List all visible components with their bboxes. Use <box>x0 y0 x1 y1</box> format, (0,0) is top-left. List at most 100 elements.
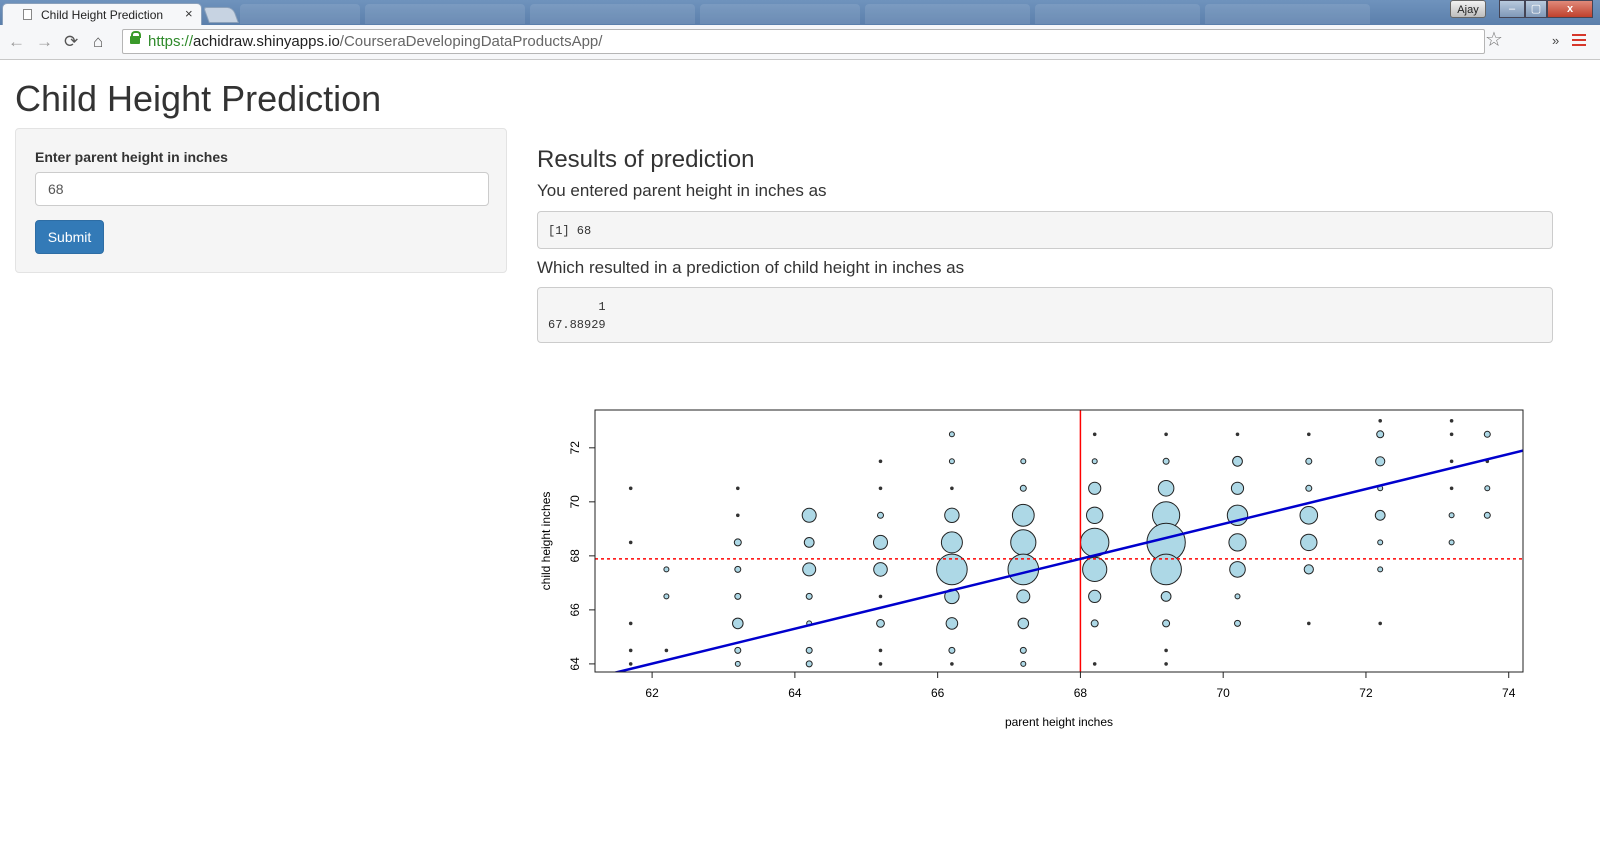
data-point <box>628 662 633 666</box>
minimize-window-button[interactable]: – <box>1499 0 1525 18</box>
data-point <box>1235 432 1240 437</box>
data-point <box>1300 533 1318 552</box>
window-titlebar: Child Height Prediction × Ajay – ▢ x <box>0 0 1600 25</box>
data-point <box>805 660 813 668</box>
data-point <box>1090 619 1099 628</box>
data-point <box>1082 556 1108 582</box>
data-point <box>1229 561 1246 578</box>
data-point <box>1016 589 1031 604</box>
hamburger-menu-icon[interactable] <box>1572 34 1586 46</box>
data-point <box>1086 506 1104 525</box>
data-point <box>1157 480 1175 497</box>
url-text[interactable]: https://achidraw.shinyapps.io/CourseraDe… <box>148 33 602 50</box>
data-point <box>802 562 817 577</box>
background-tab[interactable] <box>240 4 360 24</box>
background-tab[interactable] <box>1205 4 1370 24</box>
page-title: Child Height Prediction <box>15 78 382 119</box>
reload-icon[interactable]: ⟳ <box>64 32 79 51</box>
data-point <box>1164 432 1168 437</box>
data-point <box>1449 486 1454 491</box>
lock-icon <box>130 31 141 44</box>
data-point <box>1449 459 1454 464</box>
data-point <box>948 431 955 438</box>
results-heading: Results of prediction <box>537 146 755 173</box>
y-axis-label: child height inches <box>539 492 553 591</box>
data-point <box>1228 533 1247 552</box>
data-point <box>878 662 883 666</box>
bookmark-star-icon[interactable]: ☆ <box>1485 29 1503 51</box>
back-arrow-icon[interactable]: ← <box>8 32 25 51</box>
data-point <box>1017 617 1030 630</box>
data-point <box>1449 419 1454 423</box>
data-point <box>1091 458 1098 465</box>
data-point <box>1378 419 1382 423</box>
data-point <box>1483 430 1491 438</box>
data-point <box>1307 621 1311 626</box>
data-point <box>1378 621 1382 626</box>
data-point <box>1376 430 1385 439</box>
prediction-output: 1 67.88929 <box>537 287 1553 343</box>
x-axis-label: parent height inches <box>1005 715 1113 729</box>
y-tick-label: 66 <box>568 603 582 617</box>
tab-close-icon[interactable]: × <box>185 6 193 21</box>
prediction-text: Which resulted in a prediction of child … <box>537 258 965 277</box>
data-point <box>1305 484 1313 492</box>
parent-height-label: Enter parent height in inches <box>35 149 228 165</box>
data-point <box>950 486 954 491</box>
background-tab[interactable] <box>530 4 695 24</box>
data-point <box>628 648 633 653</box>
maximize-window-button[interactable]: ▢ <box>1525 0 1547 18</box>
data-point <box>877 511 884 519</box>
data-point <box>945 617 959 630</box>
data-point <box>803 537 815 548</box>
data-point <box>1020 660 1027 667</box>
y-tick-label: 64 <box>568 657 582 671</box>
data-point <box>1377 566 1384 573</box>
browser-tab-active[interactable]: Child Height Prediction × <box>2 3 202 25</box>
data-point <box>628 486 633 491</box>
data-point <box>1299 506 1319 525</box>
y-tick-label: 72 <box>568 441 582 455</box>
x-tick-label: 74 <box>1502 686 1516 700</box>
data-point <box>1307 432 1311 437</box>
background-tab[interactable] <box>865 4 1030 24</box>
data-point <box>1020 458 1027 465</box>
address-bar[interactable]: https://achidraw.shinyapps.io/CourseraDe… <box>122 29 1485 54</box>
data-point <box>1011 503 1035 527</box>
browser-tab-title: Child Height Prediction <box>41 8 164 22</box>
x-tick-label: 64 <box>788 686 802 700</box>
forward-arrow-icon[interactable]: → <box>36 32 53 51</box>
data-point <box>1377 539 1384 546</box>
x-tick-label: 72 <box>1359 686 1373 700</box>
data-point <box>1092 662 1097 666</box>
close-window-button[interactable]: x <box>1547 0 1593 18</box>
regression-line <box>612 449 1523 672</box>
data-point <box>948 646 956 654</box>
data-point <box>663 566 670 573</box>
home-icon[interactable]: ⌂ <box>93 32 104 51</box>
background-tab[interactable] <box>1035 4 1200 24</box>
plot-frame <box>594 409 1524 673</box>
data-point <box>734 646 742 654</box>
submit-button[interactable]: Submit <box>35 220 104 254</box>
x-tick-label: 62 <box>645 686 659 700</box>
data-point <box>1232 455 1243 467</box>
data-point <box>1088 481 1102 495</box>
parent-height-input[interactable] <box>35 172 489 206</box>
profile-button[interactable]: Ajay <box>1450 0 1486 18</box>
x-tick-label: 68 <box>1074 686 1088 700</box>
url-path: /CourseraDevelopingDataProductsApp/ <box>339 33 603 50</box>
new-tab-button[interactable] <box>203 7 239 23</box>
background-tab[interactable] <box>365 4 525 24</box>
data-point <box>1448 539 1455 546</box>
data-point <box>1374 509 1386 521</box>
y-tick-label: 70 <box>568 495 582 509</box>
background-tab[interactable] <box>700 4 860 24</box>
data-point <box>1230 481 1245 495</box>
data-point <box>936 553 968 586</box>
extensions-chevron-icon[interactable]: » <box>1552 33 1560 48</box>
data-point <box>628 621 633 626</box>
data-point <box>1162 619 1171 628</box>
data-point <box>734 592 742 600</box>
y-tick-label: 68 <box>568 549 582 563</box>
